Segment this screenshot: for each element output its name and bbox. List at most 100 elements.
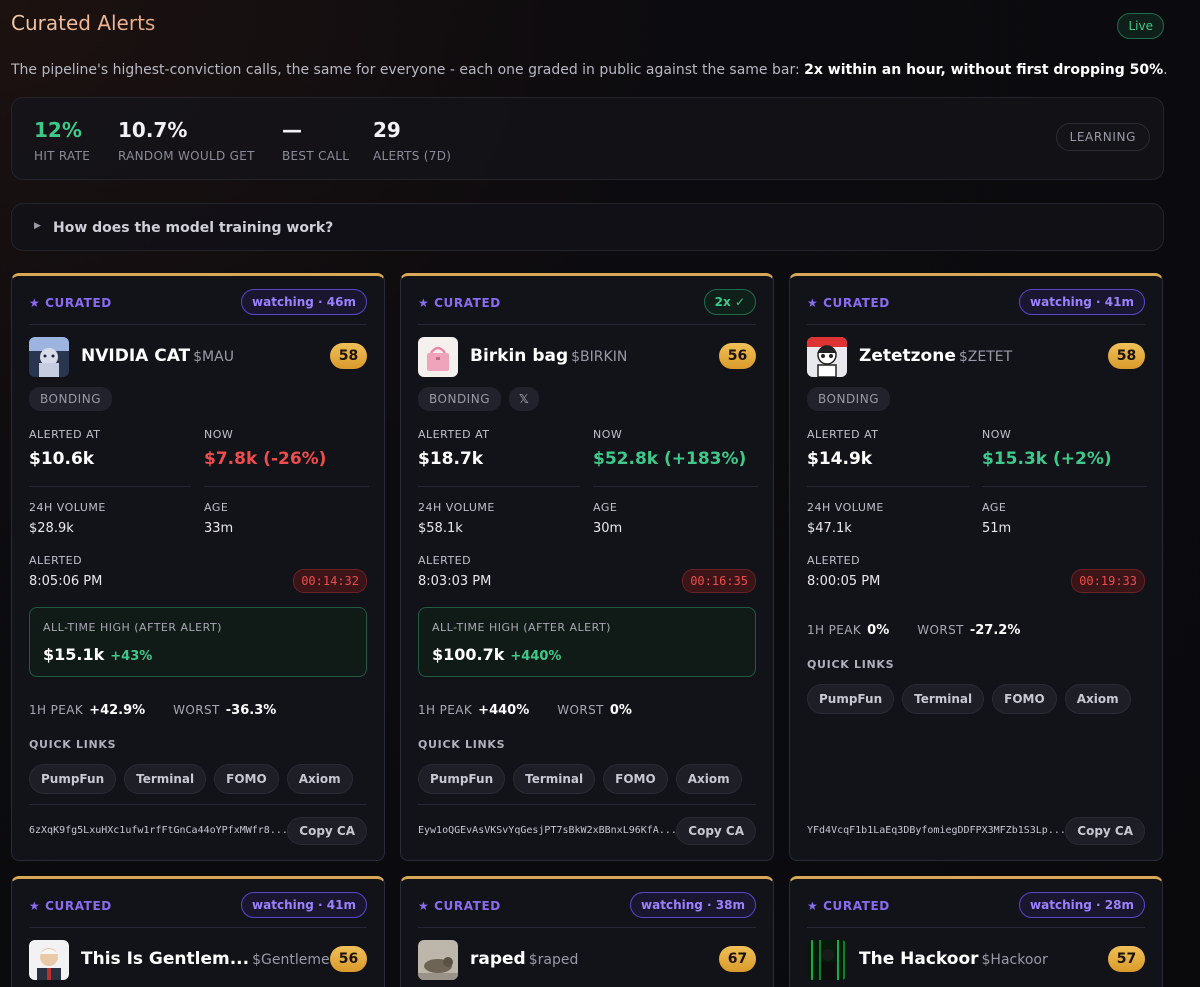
- score-badge: 56: [719, 343, 756, 369]
- alert-card: ★ CURATED watching · 46m NVIDIA CAT $MAU …: [11, 273, 385, 861]
- ath-line: $15.1k +43%: [43, 645, 152, 664]
- ath-value: $100.7k: [432, 645, 505, 664]
- score-badge: 58: [330, 343, 367, 369]
- live-badge: Live: [1117, 13, 1164, 39]
- pumpfun-link[interactable]: PumpFun: [418, 764, 506, 794]
- score-badge: 56: [330, 946, 367, 972]
- token-name: This Is Gentlem...: [81, 949, 250, 969]
- copy-ca-button[interactable]: Copy CA: [1065, 817, 1145, 845]
- hit-rate-label: HIT RATE: [34, 149, 91, 163]
- score-badge: 67: [719, 946, 756, 972]
- token-name: The Hackoor: [859, 949, 979, 969]
- status-pill: watching · 46m: [241, 289, 367, 315]
- divider: [29, 804, 367, 805]
- divider: [418, 324, 756, 325]
- worst-value: -36.3%: [225, 703, 277, 718]
- ath-value: $15.1k: [43, 645, 105, 664]
- age-cell: AGE 33m: [204, 501, 233, 536]
- faq-question: How does the model training work?: [53, 220, 334, 236]
- page-subtitle: The pipeline's highest-conviction calls,…: [11, 62, 1168, 78]
- disclosure-triangle-icon: ▶: [34, 221, 41, 231]
- curated-label: ★ CURATED: [29, 899, 112, 913]
- alerted-at-value: $14.9k: [807, 449, 873, 469]
- token-name: raped: [470, 949, 526, 969]
- fomo-link[interactable]: FOMO: [992, 684, 1057, 714]
- alert-card: ★ CURATED 2x ✓ Birkin bag $BIRKIN 56 BOND…: [400, 273, 774, 861]
- terminal-link[interactable]: Terminal: [513, 764, 596, 794]
- fomo-link[interactable]: FOMO: [214, 764, 279, 794]
- alerted-cell: ALERTED 8:03:03 PM: [418, 554, 491, 589]
- ath-box: ALL-TIME HIGH (AFTER ALERT) $15.1k +43%: [29, 607, 367, 677]
- worst-label: WORST: [917, 623, 964, 637]
- curated-label: ★ CURATED: [418, 296, 501, 310]
- age-label: AGE: [593, 501, 618, 514]
- now-label: NOW: [204, 428, 234, 441]
- fomo-link[interactable]: FOMO: [603, 764, 668, 794]
- pumpfun-link[interactable]: PumpFun: [29, 764, 117, 794]
- ath-label: ALL-TIME HIGH (AFTER ALERT): [43, 621, 222, 634]
- quick-links: PumpFun Terminal FOMO Axiom: [418, 764, 742, 794]
- faq-disclosure[interactable]: ▶ How does the model training work?: [11, 203, 1164, 251]
- status-pill: 2x ✓: [703, 289, 756, 315]
- copy-ca-button[interactable]: Copy CA: [287, 817, 367, 845]
- best-call-value: —: [282, 118, 302, 142]
- ath-box: ALL-TIME HIGH (AFTER ALERT) $100.7k +440%: [418, 607, 756, 677]
- divider: [807, 324, 1145, 325]
- tags: BONDING 𝕏: [418, 387, 540, 411]
- score-badge: 58: [1108, 343, 1145, 369]
- age-value: 30m: [593, 521, 623, 536]
- status-pill: watching · 41m: [241, 892, 367, 918]
- worst-label: WORST: [173, 703, 220, 717]
- best-call-label: BEST CALL: [282, 149, 350, 163]
- token-name: NVIDIA CAT: [81, 346, 191, 366]
- peak-worst-row: 1H PEAK 0% WORST -27.2%: [807, 623, 1048, 638]
- peak-worst-row: 1H PEAK +42.9% WORST -36.3%: [29, 703, 304, 718]
- worst-value: -27.2%: [969, 623, 1021, 638]
- now-label: NOW: [982, 428, 1012, 441]
- alerts-label: ALERTS (7D): [373, 149, 452, 163]
- age-value: 33m: [204, 521, 234, 536]
- age-value: 51m: [982, 521, 1012, 536]
- now-value: $52.8k (+183%): [593, 449, 747, 469]
- token-name-line: This Is Gentlem... $Gentlemen: [81, 949, 338, 969]
- now-label: NOW: [593, 428, 623, 441]
- divider: [982, 486, 1147, 487]
- ath-line: $100.7k +440%: [432, 645, 561, 664]
- volume-value: $28.9k: [29, 521, 74, 536]
- alerted-time: 8:00:05 PM: [807, 574, 881, 589]
- token-ticker: $BIRKIN: [571, 349, 628, 365]
- quick-links: PumpFun Terminal FOMO Axiom: [807, 684, 1131, 714]
- peak-label: 1H PEAK: [29, 703, 84, 717]
- x-social-icon[interactable]: 𝕏: [509, 387, 540, 411]
- volume-cell: 24H VOLUME $28.9k: [29, 501, 106, 536]
- age-label: AGE: [204, 501, 229, 514]
- copy-ca-button[interactable]: Copy CA: [676, 817, 756, 845]
- curated-alerts-page: Curated Alerts Live The pipeline's highe…: [11, 0, 1168, 251]
- token-ticker: $MAU: [193, 349, 234, 365]
- volume-cell: 24H VOLUME $58.1k: [418, 501, 495, 536]
- hit-rate-value: 12%: [34, 118, 82, 142]
- axiom-link[interactable]: Axiom: [286, 764, 353, 794]
- token-ticker: $Hackoor: [981, 952, 1048, 968]
- peak-label: 1H PEAK: [807, 623, 862, 637]
- axiom-link[interactable]: Axiom: [1064, 684, 1131, 714]
- ath-pct: +440%: [510, 649, 562, 664]
- worst-label: WORST: [557, 703, 604, 717]
- age-cell: AGE 51m: [982, 501, 1011, 536]
- pumpfun-link[interactable]: PumpFun: [807, 684, 895, 714]
- volume-label: 24H VOLUME: [29, 501, 106, 514]
- token-name-line: Birkin bag $BIRKIN: [470, 346, 627, 366]
- volume-label: 24H VOLUME: [807, 501, 884, 514]
- curated-label: ★ CURATED: [418, 899, 501, 913]
- token-avatar: [418, 337, 458, 377]
- stat-random: 10.7% RANDOM WOULD GET: [118, 118, 255, 163]
- alerted-at-label: ALERTED AT: [418, 428, 490, 441]
- token-name: Birkin bag: [470, 346, 569, 366]
- token-avatar: [807, 337, 847, 377]
- alerted-at-cell: ALERTED AT $10.6k: [29, 428, 100, 469]
- terminal-link[interactable]: Terminal: [124, 764, 207, 794]
- terminal-link[interactable]: Terminal: [902, 684, 985, 714]
- volume-label: 24H VOLUME: [418, 501, 495, 514]
- axiom-link[interactable]: Axiom: [675, 764, 742, 794]
- alerted-cell: ALERTED 8:05:06 PM: [29, 554, 102, 589]
